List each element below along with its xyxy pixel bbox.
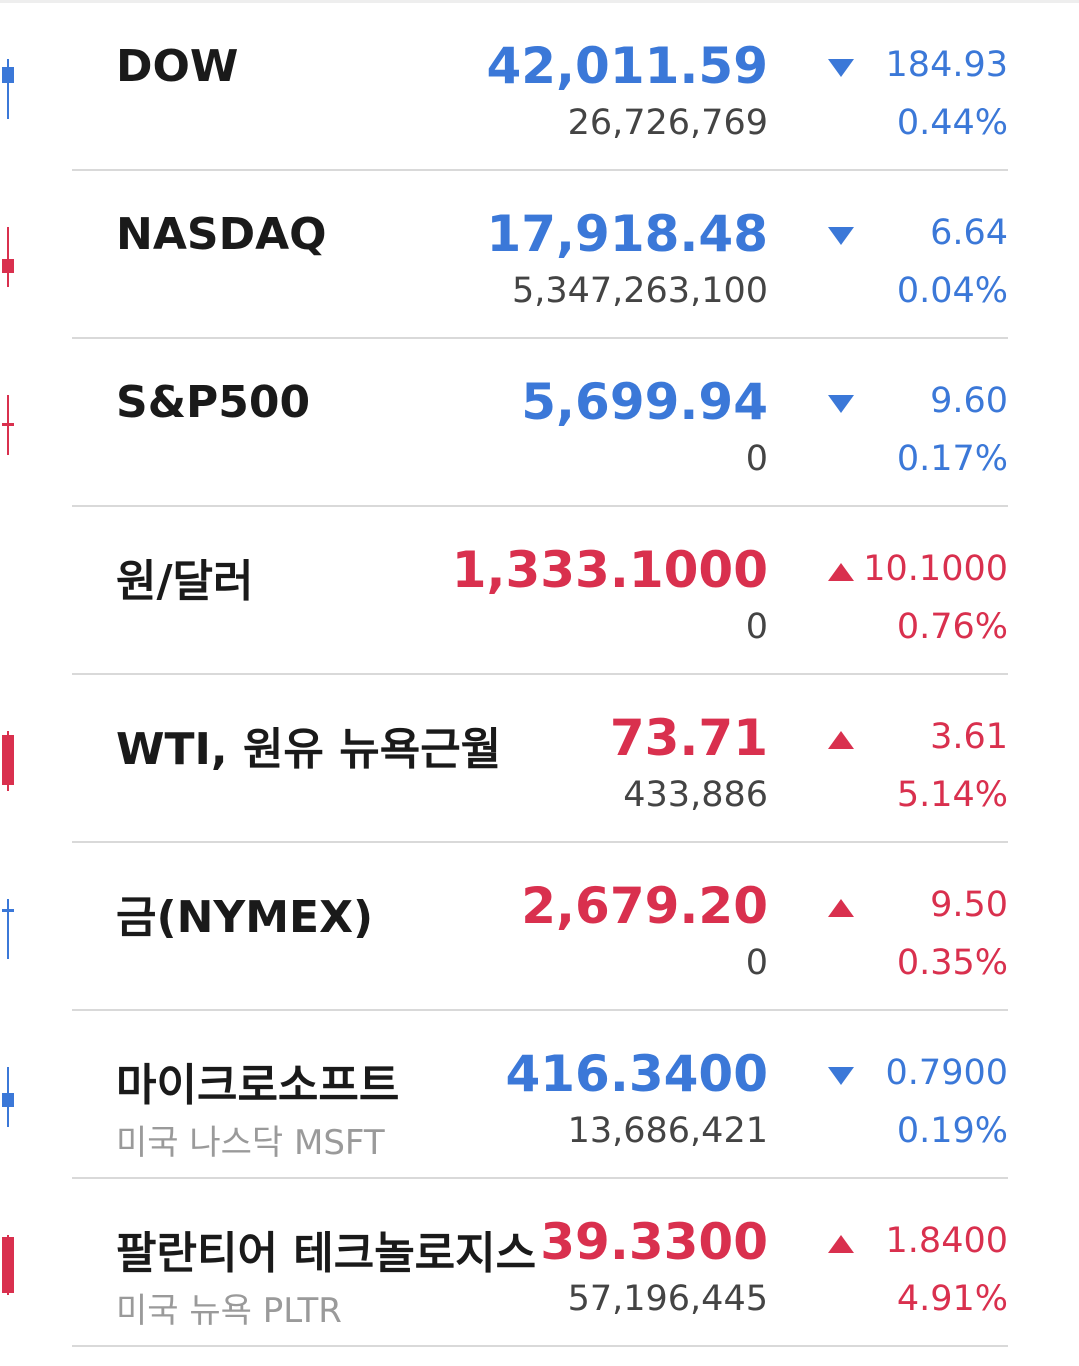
quote-name: 팔란티어 테크놀로지스 xyxy=(116,1228,537,1279)
candlestick-icon xyxy=(0,731,16,791)
quote-row-dow[interactable]: DOW 42,011.59 26,726,769 184.93 0.44% xyxy=(2,3,1008,171)
quote-change: 10.1000 xyxy=(863,549,1008,589)
quote-change-percent: 0.19% xyxy=(896,1111,1008,1151)
quote-change: 1.8400 xyxy=(885,1221,1008,1261)
quote-price: 416.3400 xyxy=(505,1045,768,1103)
quote-volume: 0 xyxy=(745,607,768,647)
quote-row-nasdaq[interactable]: NASDAQ 17,918.48 5,347,263,100 6.64 0.04… xyxy=(2,171,1008,339)
quote-change-percent: 4.91% xyxy=(896,1279,1008,1319)
quote-price: 17,918.48 xyxy=(486,205,768,263)
quote-market-ticker: 미국 나스닥 MSFT xyxy=(116,1123,385,1163)
quote-change: 0.7900 xyxy=(885,1053,1008,1093)
quote-row-krw-usd[interactable]: 원/달러 1,333.1000 0 10.1000 0.76% xyxy=(72,507,1008,675)
quote-name: WTI, 원유 뉴욕근월 xyxy=(116,724,502,775)
candlestick-icon xyxy=(0,395,16,455)
candlestick-icon xyxy=(0,1067,16,1127)
candlestick-icon xyxy=(0,899,16,959)
quote-row-sp500[interactable]: S&P500 5,699.94 0 9.60 0.17% xyxy=(2,339,1008,507)
quote-row-pltr[interactable]: 팔란티어 테크놀로지스 미국 뉴욕 PLTR 39.3300 57,196,44… xyxy=(2,1179,1008,1347)
quote-volume: 433,886 xyxy=(623,775,768,815)
quote-price: 42,011.59 xyxy=(486,37,768,95)
triangle-down-icon xyxy=(828,395,854,413)
quote-price: 1,333.1000 xyxy=(451,541,768,599)
quote-change-percent: 0.04% xyxy=(896,271,1008,311)
quote-volume: 57,196,445 xyxy=(567,1279,768,1319)
quote-change: 184.93 xyxy=(885,45,1008,85)
quote-name: NASDAQ xyxy=(116,209,327,260)
triangle-down-icon xyxy=(828,227,854,245)
quote-change-percent: 5.14% xyxy=(896,775,1008,815)
triangle-up-icon xyxy=(828,563,854,581)
quote-change-percent: 0.35% xyxy=(896,943,1008,983)
quote-volume: 13,686,421 xyxy=(567,1111,768,1151)
quote-price: 39.3300 xyxy=(540,1213,768,1271)
quote-price: 73.71 xyxy=(609,709,768,767)
quote-market-ticker: 미국 뉴욕 PLTR xyxy=(116,1291,342,1331)
quote-volume: 26,726,769 xyxy=(567,103,768,143)
quote-row-msft[interactable]: 마이크로소프트 미국 나스닥 MSFT 416.3400 13,686,421 … xyxy=(2,1011,1008,1179)
quote-change-percent: 0.17% xyxy=(896,439,1008,479)
quote-volume: 0 xyxy=(745,439,768,479)
quote-volume: 0 xyxy=(745,943,768,983)
quote-price: 5,699.94 xyxy=(521,373,768,431)
quote-name: 원/달러 xyxy=(116,556,254,607)
quote-change: 9.50 xyxy=(930,885,1008,925)
triangle-down-icon xyxy=(828,59,854,77)
quote-name: 마이크로소프트 xyxy=(116,1060,400,1111)
quote-change: 6.64 xyxy=(930,213,1008,253)
quote-name: 금(NYMEX) xyxy=(116,892,374,943)
quote-change-percent: 0.44% xyxy=(896,103,1008,143)
triangle-down-icon xyxy=(828,1067,854,1085)
triangle-up-icon xyxy=(828,731,854,749)
candlestick-icon xyxy=(0,59,16,119)
candlestick-icon xyxy=(0,227,16,287)
quote-change: 3.61 xyxy=(930,717,1008,757)
quote-change: 9.60 xyxy=(930,381,1008,421)
quote-list: DOW 42,011.59 26,726,769 184.93 0.44% NA… xyxy=(2,3,1008,1347)
quote-row-wti[interactable]: WTI, 원유 뉴욕근월 73.71 433,886 3.61 5.14% xyxy=(2,675,1008,843)
quote-row-gold[interactable]: 금(NYMEX) 2,679.20 0 9.50 0.35% xyxy=(2,843,1008,1011)
triangle-up-icon xyxy=(828,899,854,917)
top-divider xyxy=(0,0,1079,3)
quote-name: DOW xyxy=(116,41,239,92)
triangle-up-icon xyxy=(828,1235,854,1253)
quote-price: 2,679.20 xyxy=(521,877,768,935)
quote-name: S&P500 xyxy=(116,377,311,428)
quote-volume: 5,347,263,100 xyxy=(511,271,768,311)
candlestick-icon xyxy=(0,1235,16,1295)
quote-change-percent: 0.76% xyxy=(896,607,1008,647)
